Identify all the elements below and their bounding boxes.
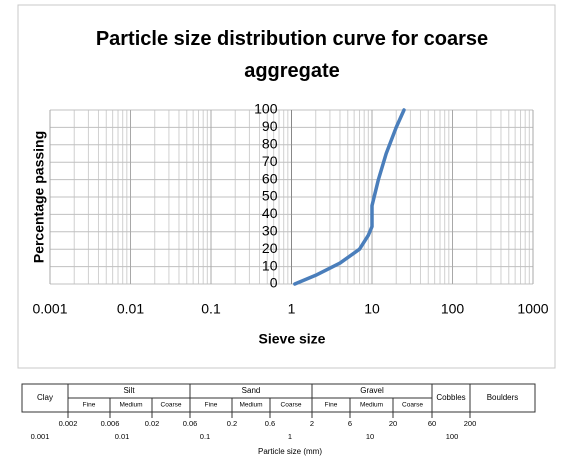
table-axis-label: Particle size (mm): [258, 447, 322, 456]
data-line: [293, 108, 406, 286]
classification-table: Clay Silt Sand Gravel Cobbles Boulders Fine Med…: [21, 383, 536, 456]
scale-label: 0.01: [115, 432, 130, 441]
x-tick-label: 0.01: [117, 301, 144, 317]
y-tick-label: 100: [254, 101, 278, 117]
chart-frame: [17, 4, 556, 369]
y-tick-label: 90: [262, 118, 278, 134]
class-label: Gravel: [360, 386, 384, 395]
x-axis-label: Sieve size: [259, 331, 326, 347]
x-tick-label: 1: [288, 301, 296, 317]
scale-label: 10: [366, 432, 374, 441]
y-axis-label: Percentage passing: [31, 131, 47, 263]
boundary-label: 20: [389, 419, 397, 428]
subclass-label: Medium: [119, 402, 142, 409]
subclass-label: Coarse: [402, 402, 423, 409]
subclass-label: Medium: [360, 402, 383, 409]
boundary-label: 0.006: [101, 419, 120, 428]
subclass-label: Fine: [205, 402, 218, 409]
y-tick-label: 20: [262, 240, 278, 256]
chart-title: Particle size distribution curve for coa…: [96, 28, 488, 82]
boundary-label: 0.002: [59, 419, 78, 428]
boundary-label: 0.06: [183, 419, 198, 428]
boundary-label: 0.6: [265, 419, 275, 428]
table-frame: [21, 383, 536, 413]
subclass-label: Coarse: [161, 402, 182, 409]
x-tick-label: 100: [441, 301, 465, 317]
y-tick-label: 10: [262, 257, 278, 273]
scale-label: 1: [288, 432, 292, 441]
y-tick-label: 40: [262, 205, 278, 221]
scale-label: 100: [446, 432, 459, 441]
class-label: Boulders: [487, 393, 519, 402]
class-label: Silt: [123, 386, 135, 395]
scale-label: 0.001: [31, 432, 50, 441]
x-tick-label: 1000: [517, 301, 548, 317]
x-tick-label: 0.1: [201, 301, 221, 317]
scale-label: 0.1: [200, 432, 210, 441]
x-tick-label: 10: [364, 301, 380, 317]
subclass-label: Coarse: [281, 402, 302, 409]
y-tick-label: 0: [270, 275, 278, 291]
boundary-label: 200: [464, 419, 477, 428]
class-label: Clay: [37, 393, 53, 402]
boundary-label: 60: [428, 419, 436, 428]
subclass-label: Fine: [325, 402, 338, 409]
y-tick-label: 80: [262, 136, 278, 152]
y-tick-label: 30: [262, 223, 278, 239]
boundary-label: 2: [310, 419, 314, 428]
class-label: Cobbles: [436, 393, 465, 402]
y-tick-label: 60: [262, 170, 278, 186]
boundary-label: 0.02: [145, 419, 160, 428]
boundary-label: 0.2: [227, 419, 237, 428]
y-tick-label: 50: [262, 188, 278, 204]
y-tick-label: 70: [262, 153, 278, 169]
x-tick-label: 0.001: [32, 301, 67, 317]
boundary-label: 6: [348, 419, 352, 428]
class-label: Sand: [242, 386, 261, 395]
subclass-label: Medium: [239, 402, 262, 409]
subclass-label: Fine: [83, 402, 96, 409]
